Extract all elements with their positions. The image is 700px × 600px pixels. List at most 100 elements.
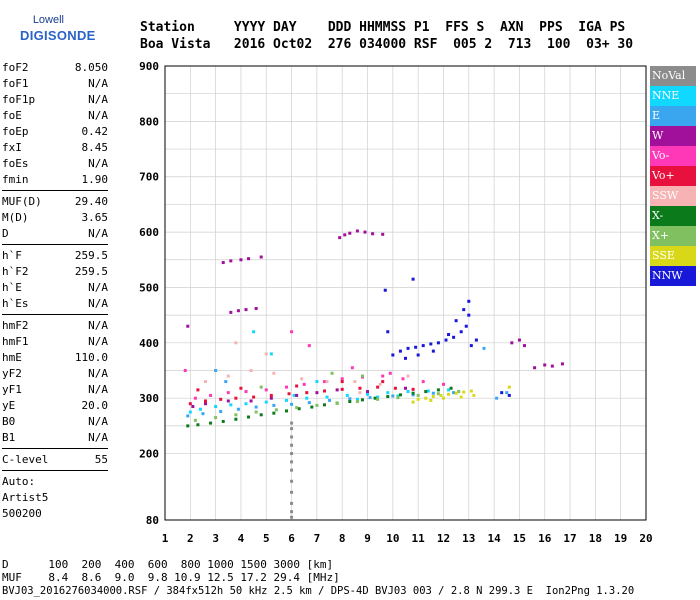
data-point bbox=[500, 391, 504, 395]
data-point bbox=[335, 401, 339, 405]
param-group-virtual-heights: h`F 259.5 h`F2 259.5 h`E N/A h`Es N/A bbox=[2, 248, 108, 312]
data-point bbox=[290, 427, 294, 431]
data-point bbox=[366, 390, 370, 394]
data-point bbox=[358, 391, 362, 395]
data-point bbox=[348, 231, 352, 235]
data-point bbox=[381, 380, 385, 384]
data-point bbox=[264, 388, 268, 392]
data-point bbox=[290, 443, 294, 447]
param-value: 0.42 bbox=[81, 125, 109, 138]
y-tick-label: 400 bbox=[139, 337, 159, 350]
data-point bbox=[522, 344, 526, 348]
data-point bbox=[193, 396, 197, 400]
param-row: h`Es N/A bbox=[2, 296, 108, 312]
data-point bbox=[325, 395, 329, 399]
data-point bbox=[467, 299, 471, 303]
data-point bbox=[411, 391, 415, 395]
data-point bbox=[404, 386, 407, 390]
autoscaling-info: Auto: Artist5 500200 bbox=[2, 474, 108, 522]
data-point bbox=[290, 330, 294, 334]
data-point bbox=[254, 405, 258, 409]
param-label: fxI bbox=[2, 141, 22, 154]
data-point bbox=[196, 423, 200, 427]
x-tick-label: 5 bbox=[263, 532, 270, 545]
data-point bbox=[424, 396, 428, 400]
legend-entry: SSE bbox=[650, 246, 696, 266]
data-point bbox=[315, 391, 319, 395]
data-point bbox=[254, 307, 258, 311]
data-point bbox=[221, 261, 225, 265]
data-point bbox=[247, 257, 251, 261]
data-point bbox=[226, 399, 230, 403]
data-point bbox=[315, 380, 319, 384]
data-point bbox=[247, 415, 251, 419]
data-point bbox=[517, 338, 521, 342]
data-point bbox=[214, 405, 218, 408]
param-value: N/A bbox=[88, 227, 108, 240]
data-point bbox=[285, 409, 289, 413]
data-point bbox=[272, 403, 276, 407]
data-point bbox=[259, 385, 263, 389]
data-point bbox=[444, 338, 448, 342]
data-point bbox=[350, 366, 354, 370]
series-nnw bbox=[383, 277, 511, 397]
param-label: foF2 bbox=[2, 61, 29, 74]
data-point bbox=[322, 380, 326, 384]
data-point bbox=[234, 341, 238, 345]
param-label: B0 bbox=[2, 415, 16, 428]
param-value: N/A bbox=[88, 367, 108, 380]
data-point bbox=[307, 401, 311, 405]
data-point bbox=[340, 377, 344, 381]
legend-entry: Vo- bbox=[650, 146, 696, 166]
data-point bbox=[406, 390, 410, 394]
data-point bbox=[244, 390, 248, 394]
param-value: 29.40 bbox=[74, 195, 108, 208]
data-point bbox=[290, 501, 294, 505]
x-tick-label: 1 bbox=[162, 532, 169, 545]
param-value: 110.0 bbox=[74, 351, 108, 364]
data-point bbox=[244, 308, 248, 312]
data-point bbox=[376, 395, 380, 399]
x-tick-label: 10 bbox=[386, 532, 399, 545]
y-tick-label: 700 bbox=[139, 171, 159, 184]
param-label: fmin bbox=[2, 173, 29, 186]
data-point bbox=[252, 330, 256, 334]
x-tick-label: 13 bbox=[462, 532, 475, 545]
data-point bbox=[272, 411, 276, 415]
series-x- bbox=[186, 386, 453, 428]
data-point bbox=[229, 403, 233, 407]
param-value: N/A bbox=[88, 431, 108, 444]
param-value: N/A bbox=[88, 281, 108, 294]
data-point bbox=[259, 255, 263, 259]
data-point bbox=[290, 421, 294, 425]
data-point bbox=[219, 409, 223, 413]
data-point bbox=[234, 396, 238, 400]
grid bbox=[164, 65, 647, 520]
data-point bbox=[297, 407, 301, 411]
param-label: foEs bbox=[2, 157, 29, 170]
data-point bbox=[340, 380, 344, 384]
data-point bbox=[234, 417, 238, 421]
data-point bbox=[226, 391, 230, 395]
data-point bbox=[322, 403, 326, 407]
param-label: foE bbox=[2, 109, 22, 122]
legend-entry: E bbox=[650, 106, 696, 126]
param-label: h`F bbox=[2, 249, 22, 262]
data-point bbox=[404, 356, 407, 360]
data-point bbox=[295, 406, 299, 410]
param-row: h`F2 259.5 bbox=[2, 264, 108, 280]
auto-code: 500200 bbox=[2, 507, 42, 520]
data-point bbox=[209, 393, 213, 397]
param-row-clevel: C-level 55 bbox=[2, 452, 108, 468]
data-point bbox=[305, 396, 309, 400]
x-tick-label: 14 bbox=[487, 532, 501, 545]
data-point bbox=[272, 371, 276, 375]
param-value: 1.90 bbox=[81, 173, 109, 186]
param-label: M(D) bbox=[2, 211, 29, 224]
param-value: N/A bbox=[88, 109, 108, 122]
param-label: yE bbox=[2, 399, 16, 412]
data-point bbox=[452, 335, 456, 339]
x-tick-label: 20 bbox=[639, 532, 652, 545]
data-point bbox=[259, 413, 263, 417]
param-row: h`E N/A bbox=[2, 280, 108, 296]
